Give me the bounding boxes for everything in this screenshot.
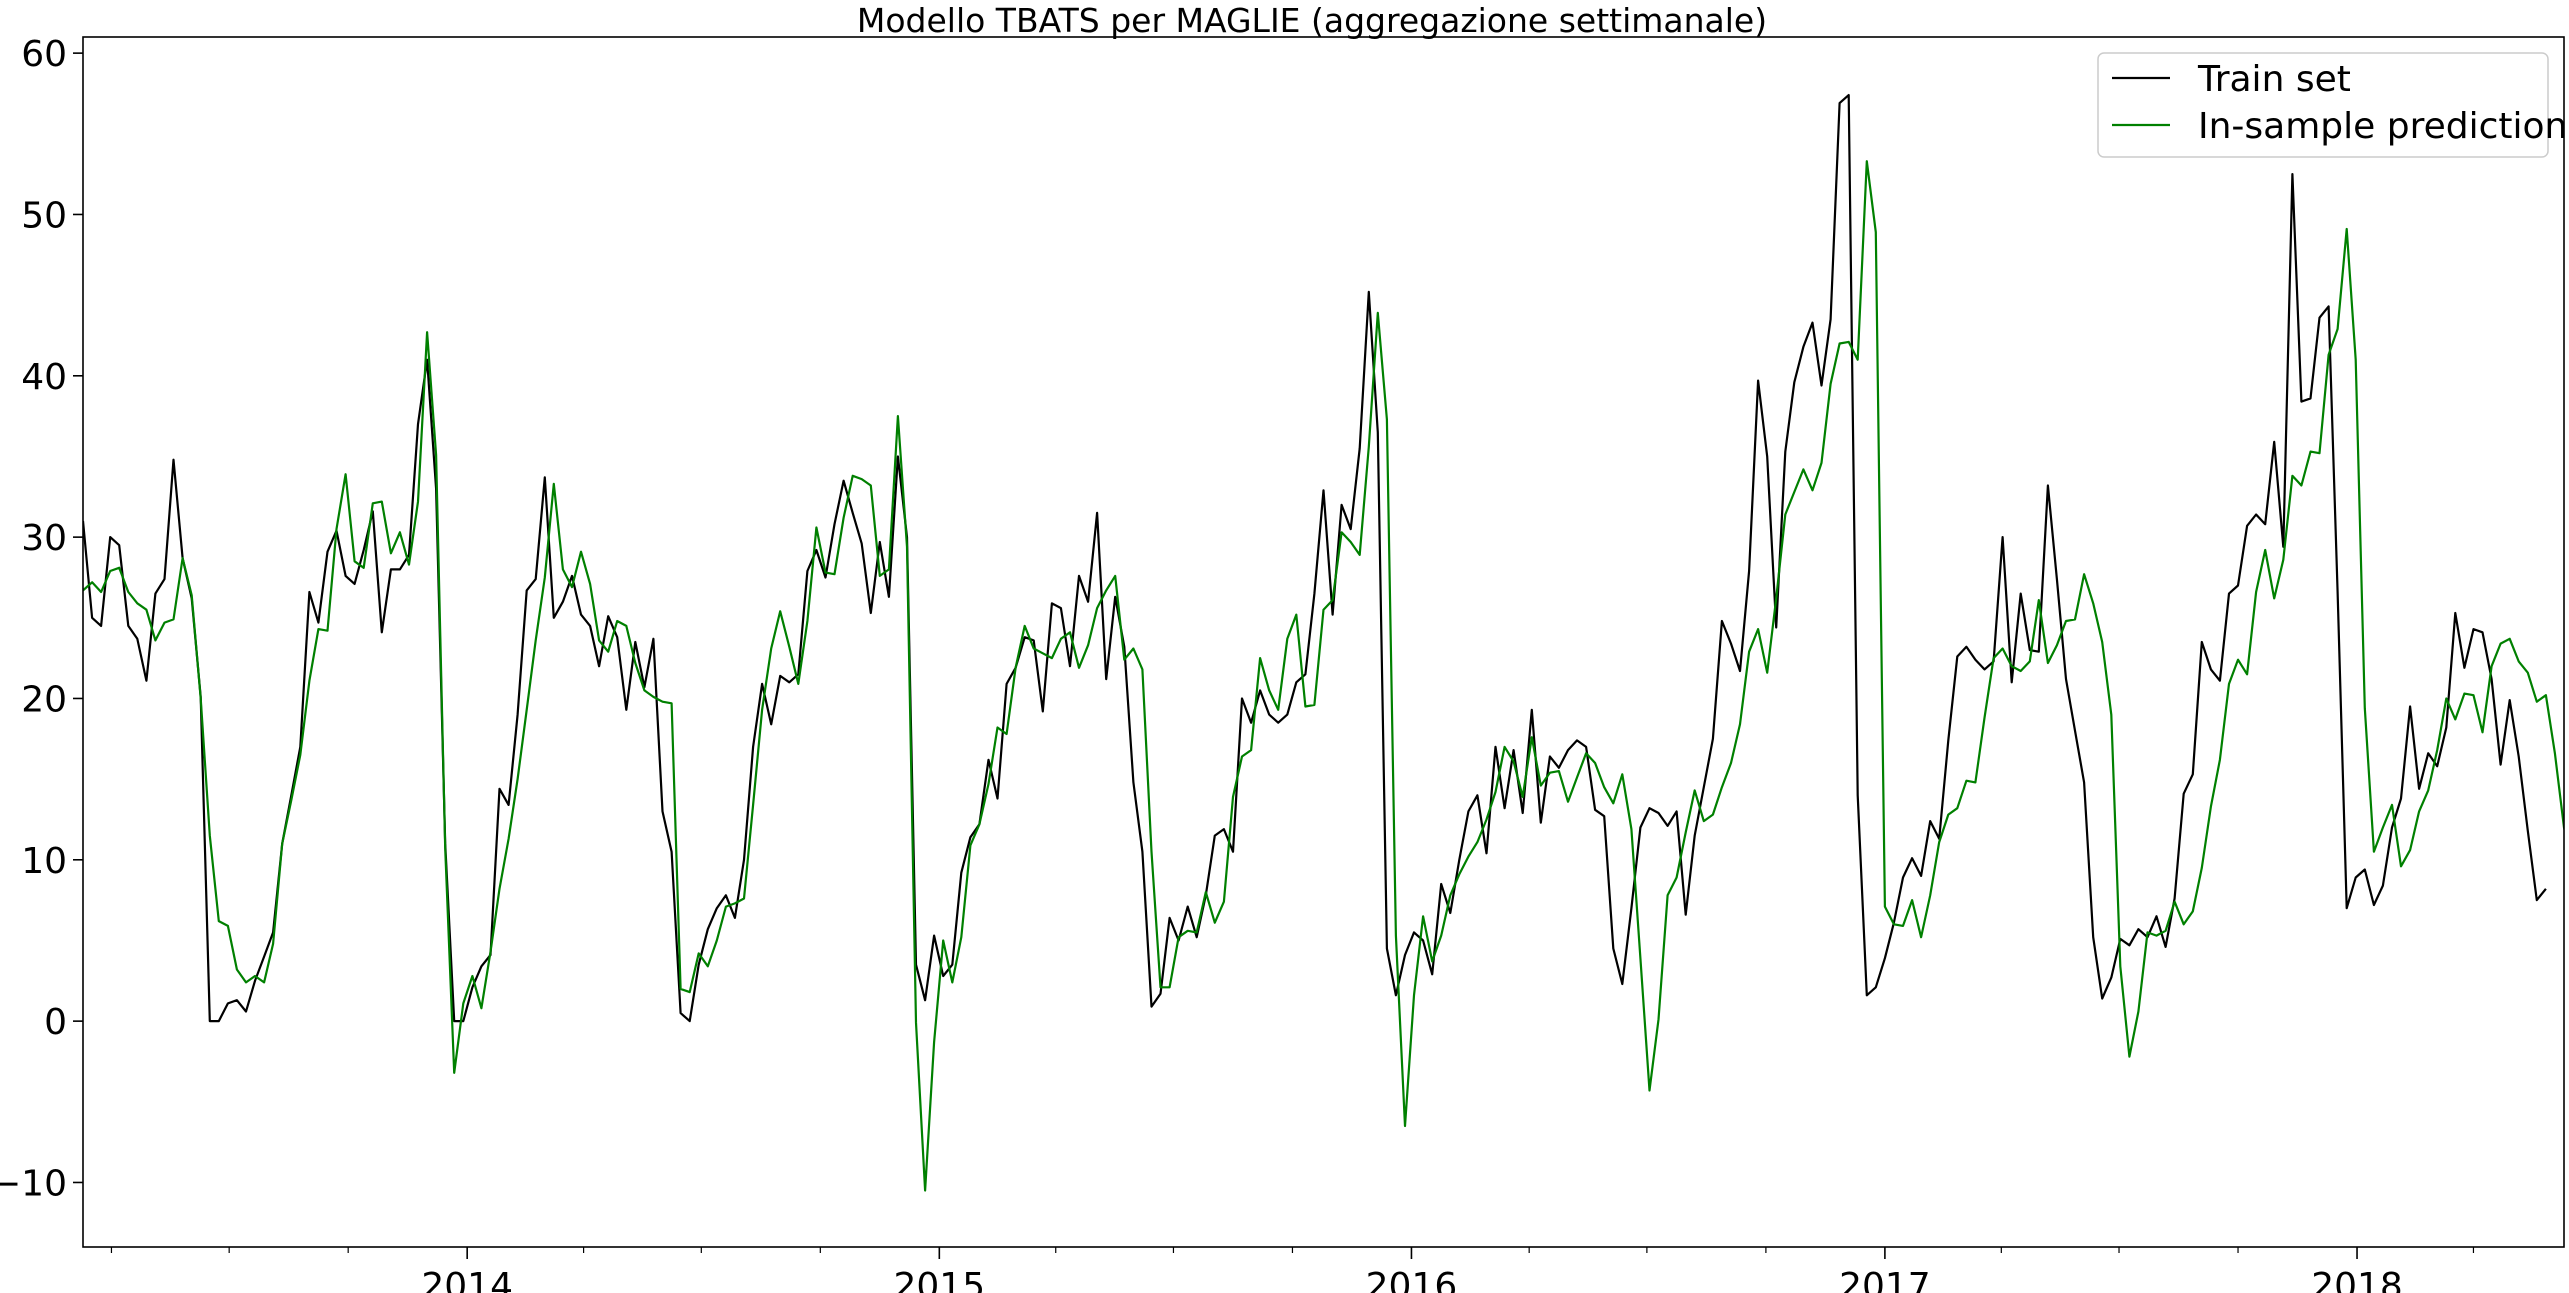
legend-label-in-sample-predictions: In-sample predictions bbox=[2198, 106, 2569, 147]
y-tick-label: 50 bbox=[21, 195, 67, 236]
x-tick-label: 2015 bbox=[894, 1266, 986, 1293]
x-axis: 2014 2015 2016 2017 2018 bbox=[110, 1247, 2475, 1293]
x-tick-label: 2016 bbox=[1366, 1266, 1458, 1293]
y-tick-label: −10 bbox=[0, 1163, 67, 1204]
y-tick-label: 10 bbox=[21, 841, 67, 882]
y-tick-label: 60 bbox=[21, 34, 67, 75]
plot-frame bbox=[82, 36, 2565, 1248]
series-line-in-sample-predictions bbox=[83, 160, 2564, 1192]
y-axis: −10 0 10 20 30 40 50 60 bbox=[0, 34, 83, 1204]
x-tick-label: 2017 bbox=[1839, 1266, 1931, 1293]
series-line-train-set bbox=[83, 93, 2547, 1023]
x-tick-label: 2018 bbox=[2311, 1266, 2403, 1293]
x-tick-label: 2014 bbox=[421, 1266, 513, 1293]
legend-label-train-set: Train set bbox=[2197, 59, 2351, 100]
y-tick-label: 40 bbox=[21, 357, 67, 398]
legend: Train set In-sample predictions bbox=[2097, 52, 2569, 158]
y-tick-label: 30 bbox=[21, 518, 67, 559]
legend-box bbox=[2097, 52, 2549, 158]
chart-title: Modello TBATS per MAGLIE (aggregazione s… bbox=[857, 1, 1767, 40]
series-layer bbox=[83, 93, 2564, 1192]
y-tick-label: 20 bbox=[21, 679, 67, 720]
y-tick-label: 0 bbox=[44, 1002, 67, 1043]
